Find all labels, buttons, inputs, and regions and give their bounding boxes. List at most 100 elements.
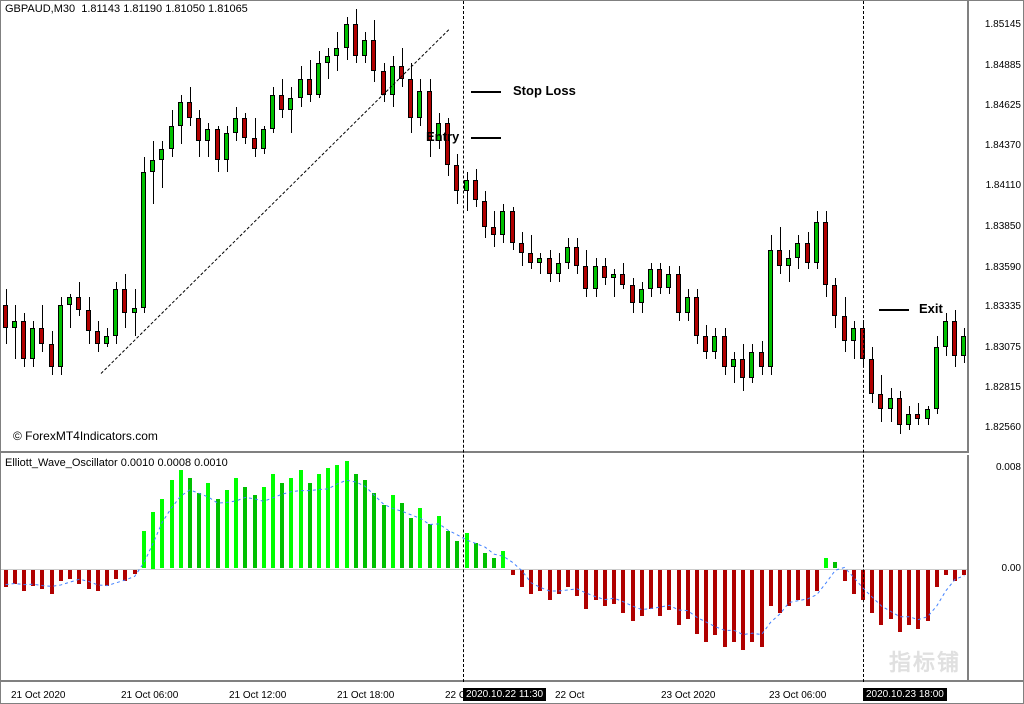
osc-bar (409, 518, 413, 568)
osc-bar (335, 465, 339, 568)
watermark: © ForexMT4Indicators.com (13, 429, 158, 443)
chart-window[interactable]: GBPAUD,M30 1.81143 1.81190 1.81050 1.810… (0, 0, 1024, 704)
y-tick: 1.84370 (985, 140, 1021, 151)
osc-bar (225, 490, 229, 568)
osc-bar (824, 558, 828, 568)
osc-bar (926, 569, 930, 622)
x-tick: 21 Oct 2020 (11, 690, 65, 701)
osc-bar (769, 569, 773, 607)
osc-bar (317, 474, 321, 569)
osc-bar (686, 569, 690, 619)
osc-bar (658, 569, 662, 617)
osc-bar (935, 569, 939, 588)
osc-bar (806, 569, 810, 607)
osc-bar (197, 493, 201, 569)
y-tick: 1.83335 (985, 301, 1021, 312)
y-tick: 1.84885 (985, 60, 1021, 71)
x-marker-label: 2020.10.23 18:00 (863, 688, 947, 701)
osc-bar (382, 505, 386, 568)
osc-bar (40, 569, 44, 589)
osc-bar (548, 569, 552, 601)
osc-bar (796, 569, 800, 601)
y-tick: 1.84110 (986, 180, 1021, 191)
osc-bar (326, 468, 330, 569)
oscillator-label: Elliott_Wave_Oscillator 0.0010 0.0008 0.… (5, 457, 228, 469)
vertical-marker[interactable] (463, 1, 464, 682)
osc-bar (483, 553, 487, 568)
osc-bar (760, 569, 764, 647)
osc-bar (713, 569, 717, 636)
osc-bar (206, 483, 210, 569)
osc-bar (898, 569, 902, 632)
osc-bar (151, 512, 155, 569)
osc-bar (280, 483, 284, 569)
price-y-axis: 1.85145 1.84885 1.84625 1.84370 1.84110 1.838… (967, 1, 1023, 453)
osc-bar (584, 569, 588, 609)
annotation-stop_loss: Stop Loss (513, 83, 576, 98)
osc-bar (889, 569, 893, 619)
y-tick: 1.82815 (985, 382, 1021, 393)
osc-bar (594, 569, 598, 601)
osc-bar (879, 569, 883, 626)
osc-bar (68, 569, 72, 579)
osc-bar (953, 569, 957, 582)
osc-bar (520, 569, 524, 588)
osc-bar (907, 569, 911, 626)
x-tick: 21 Oct 12:00 (229, 690, 286, 701)
y-tick-osc: 0.00 (1002, 563, 1021, 574)
osc-bar (123, 569, 127, 582)
x-marker-label: 2020.10.22 11:30 (463, 688, 546, 701)
osc-bar (391, 495, 395, 568)
osc-bar (677, 569, 681, 626)
osc-bar (216, 499, 220, 568)
price-chart[interactable]: Stop LossEntryExit (1, 1, 969, 453)
osc-bar (354, 474, 358, 569)
annotation-line (471, 137, 501, 139)
osc-bar (852, 569, 856, 594)
osc-bar (428, 524, 432, 568)
osc-bar (50, 569, 54, 594)
y-tick: 1.85145 (985, 19, 1021, 30)
corner-watermark: 指标铺 (889, 645, 961, 677)
osc-bar (372, 493, 376, 569)
osc-bar (538, 569, 542, 592)
osc-bar (916, 569, 920, 630)
osc-bar (778, 569, 782, 613)
osc-bar (243, 487, 247, 569)
osc-bar (308, 483, 312, 569)
osc-bar (105, 569, 109, 587)
osc-bar (455, 541, 459, 569)
osc-bar (253, 495, 257, 568)
osc-bar (4, 569, 8, 588)
osc-bar (465, 533, 469, 568)
osc-bar (870, 569, 874, 613)
osc-bar (704, 569, 708, 642)
osc-bar (96, 569, 100, 592)
osc-bar (631, 569, 635, 622)
x-tick: 21 Oct 06:00 (121, 690, 178, 701)
osc-bar (474, 543, 478, 568)
osc-bar (492, 558, 496, 568)
annotation-line (471, 91, 501, 93)
osc-bar (667, 569, 671, 611)
osc-bar (437, 516, 441, 569)
oscillator-panel[interactable] (1, 455, 969, 682)
osc-bar (566, 569, 570, 588)
osc-bar (160, 499, 164, 568)
x-tick: 23 Oct 2020 (661, 690, 715, 701)
osc-bar (750, 569, 754, 642)
osc-bar (345, 461, 349, 568)
vertical-marker[interactable] (863, 1, 864, 682)
osc-bar (22, 569, 26, 592)
y-tick: 1.84625 (985, 100, 1021, 111)
y-tick: 1.83590 (985, 262, 1021, 273)
osc-bar (188, 478, 192, 569)
oscillator-y-axis: 0.0080.00 (967, 455, 1023, 682)
osc-bar (603, 569, 607, 607)
annotation-line (879, 309, 909, 311)
osc-bar (87, 569, 91, 589)
y-tick: 1.83850 (985, 221, 1021, 232)
osc-bar (640, 569, 644, 617)
osc-bar (13, 569, 17, 584)
osc-bar (843, 569, 847, 582)
